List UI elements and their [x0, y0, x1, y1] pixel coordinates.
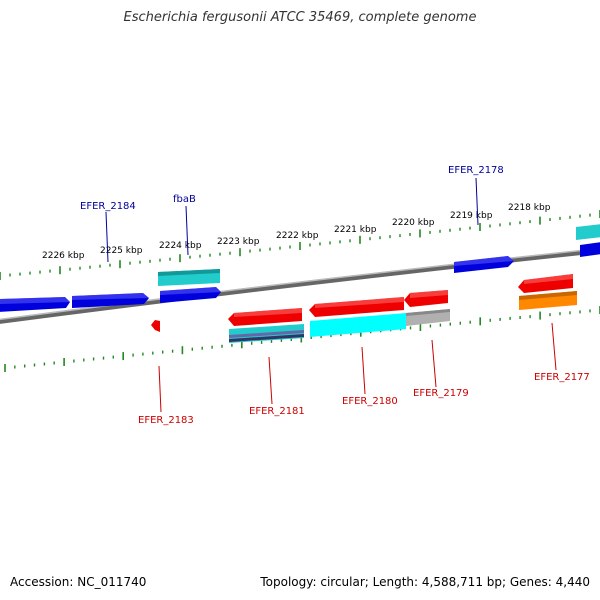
scale-label-2226: 2226 kbp — [42, 251, 85, 261]
feature-grey-shade — [406, 309, 450, 316]
leader-efer-2184 — [105, 211, 109, 263]
genome-summary-text: Topology: circular; Length: 4,588,711 bp… — [260, 575, 590, 589]
gene-arrow-shade — [410, 290, 448, 298]
scale-label-2218: 2218 kbp — [508, 203, 551, 213]
gene-arrow-shade — [160, 287, 221, 295]
gene-label-efer-2179: EFER_2179 — [413, 388, 469, 399]
genome-backbone-highlight — [0, 247, 600, 321]
gene-label-efer-2184: EFER_2184 — [80, 201, 136, 212]
gene-arrow-shade — [72, 293, 149, 300]
scale-label-2222: 2222 kbp — [276, 231, 319, 241]
leader-efer-2181 — [268, 356, 273, 405]
feature-cyan-edge — [576, 224, 600, 240]
gene-arrow-shade — [454, 256, 514, 266]
scale-label-2219: 2219 kbp — [450, 211, 493, 221]
feature-cyan-efer-2180 — [310, 313, 406, 337]
feature-orange-shade — [519, 291, 577, 300]
gene-label-efer-2180: EFER_2180 — [342, 396, 398, 407]
gene-arrow-shade — [0, 297, 70, 304]
gene-label-efer-2181: EFER_2181 — [249, 406, 305, 417]
lower-scale-track — [4, 306, 600, 372]
scale-label-2224: 2224 kbp — [159, 241, 202, 251]
feature-dark-band — [229, 334, 304, 342]
feature-purple-band — [229, 330, 304, 338]
leader-efer-2179 — [431, 339, 437, 388]
leader-efer-2180 — [361, 346, 366, 395]
scale-label-2221: 2221 kbp — [334, 225, 377, 235]
leader-efer-2178 — [475, 177, 479, 226]
gene-arrow-shade — [524, 274, 573, 284]
gene-label-efer-2177: EFER_2177 — [534, 372, 590, 383]
gene-arrow-shade — [315, 297, 404, 308]
gene-label-fbab: fbaB — [173, 194, 196, 205]
gene-label-efer-2183: EFER_2183 — [138, 415, 194, 426]
accession-text: Accession: NC_011740 — [10, 575, 147, 589]
leader-fbab — [185, 205, 189, 256]
scale-label-2220: 2220 kbp — [392, 218, 435, 228]
leader-efer-2183 — [158, 365, 162, 413]
gene-arrow-efer-2183 — [151, 320, 160, 332]
gene-arrow-shade — [234, 308, 302, 317]
feature-cyan-shade — [158, 269, 220, 276]
gene-label-efer-2178: EFER_2178 — [448, 165, 504, 176]
map-title: Escherichia fergusonii ATCC 35469, compl… — [123, 10, 477, 25]
scale-label-2223: 2223 kbp — [217, 237, 260, 247]
upper-scale-track — [0, 210, 600, 280]
leader-efer-2177 — [551, 322, 557, 371]
genome-backbone — [0, 248, 600, 324]
scale-label-2225: 2225 kbp — [100, 246, 143, 256]
gene-arrow-edge — [580, 242, 600, 257]
